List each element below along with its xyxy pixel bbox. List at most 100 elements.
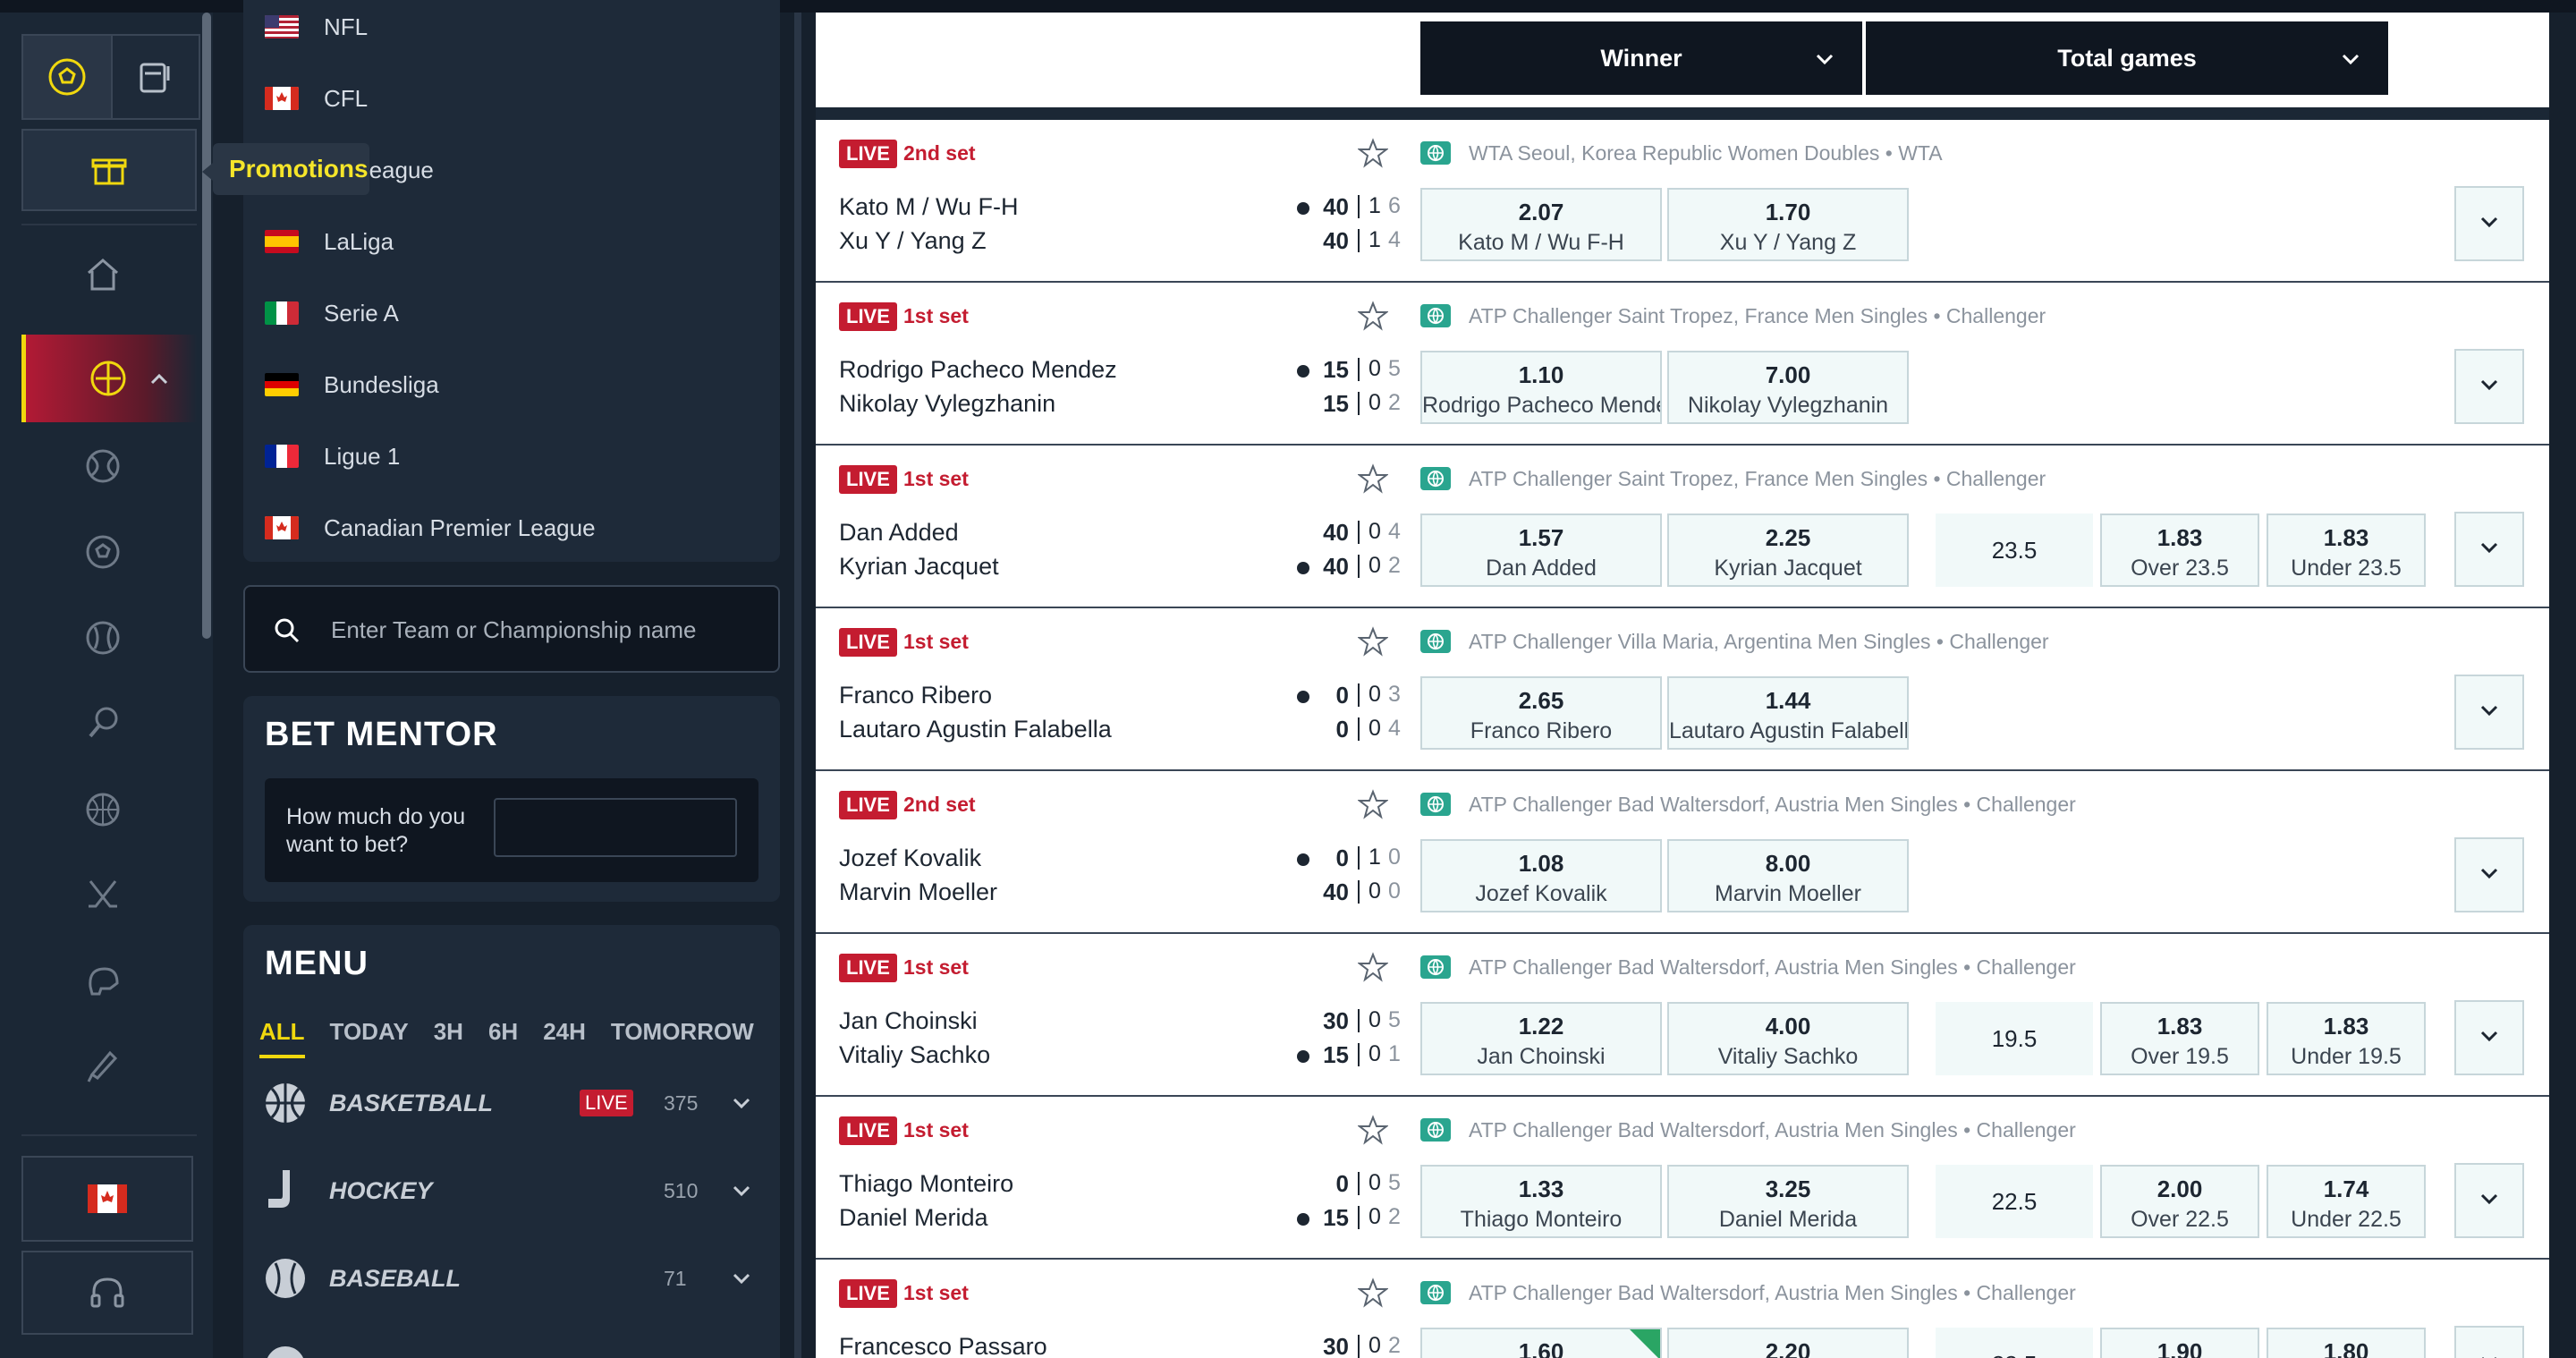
tab-24h[interactable]: 24H [543,1018,586,1045]
odds-button-team-2[interactable]: 1.70 Xu Y / Yang Z [1667,188,1909,261]
bet-amount-input[interactable] [494,798,737,857]
odds-button-team-2[interactable]: 7.00 Nikolay Vylegzhanin [1667,351,1909,424]
favorite-star-icon[interactable] [1357,463,1389,494]
expand-markets-button[interactable] [2454,512,2524,587]
total-line: 19.5 [1936,1002,2093,1075]
odds-button-team-1[interactable]: 1.10 Rodrigo Pacheco Mendez [1420,351,1662,424]
favorite-star-icon[interactable] [1357,952,1389,982]
odds-button-team-2[interactable]: 2.20 [1667,1328,1909,1358]
rail-sport-1[interactable] [80,444,125,488]
expand-markets-button[interactable] [2454,1326,2524,1358]
odds-button-team-2[interactable]: 4.00 Vitaliy Sachko [1667,1002,1909,1075]
search-input[interactable] [331,614,760,646]
expand-markets-button[interactable] [2454,675,2524,750]
rail-sport-6[interactable] [80,873,125,918]
italy-flag-icon [265,301,299,325]
odds-button-under[interactable]: 1.74 Under 22.5 [2267,1165,2426,1238]
odds-button-under[interactable]: 1.83 Under 19.5 [2267,1002,2426,1075]
favorite-star-icon[interactable] [1357,789,1389,819]
league-item-canadian-premier-league[interactable]: Canadian Premier League [265,510,596,546]
tab-tomorrow[interactable]: TOMORROW [610,1018,754,1045]
tab-today[interactable]: TODAY [329,1018,409,1045]
event-row: LIVE 1st set ATP Challenger Bad Waltersdor… [816,1260,2549,1358]
odds-button-team-1[interactable]: 1.57 Dan Added [1420,513,1662,587]
team-search [243,585,780,673]
market-select-total-games[interactable]: Total games [1866,21,2388,95]
live-badge: LIVE [580,1090,633,1116]
odds-label: Jozef Kovalik [1475,881,1607,906]
odds-button-over[interactable]: 1.83 Over 23.5 [2100,513,2259,587]
collapse-live-button[interactable] [147,361,172,397]
odds-button-under[interactable]: 1.80 [2267,1328,2426,1358]
odds-value: 1.90 [2157,1338,2203,1358]
chevron-down-icon [733,1098,750,1109]
favorite-star-icon[interactable] [1357,138,1389,168]
sport-item-hockey[interactable]: HOCKEY 510 [243,1150,780,1231]
expand-markets-button[interactable] [2454,1163,2524,1238]
rail-sport-4[interactable] [80,701,125,746]
rail-scrollbar[interactable] [202,13,211,639]
expand-markets-button[interactable] [2454,837,2524,912]
set-status: 1st set [903,955,969,979]
rail-sport-8[interactable] [80,1045,125,1090]
sport-item-basketball[interactable]: BASKETBALL LIVE 375 [243,1063,780,1143]
competition-name: ATP Challenger Bad Waltersdorf, Austria … [1469,1281,2076,1304]
chevron-down-icon [733,1185,750,1197]
league-item-nfl[interactable]: NFL [265,9,368,45]
league-name: Bundesliga [324,370,439,398]
odds-button-team-1[interactable]: 2.07 Kato M / Wu F-H [1420,188,1662,261]
odds-button-under[interactable]: 1.83 Under 23.5 [2267,513,2426,587]
odds-button-team-1[interactable]: 1.22 Jan Choinski [1420,1002,1662,1075]
expand-markets-button[interactable] [2454,1000,2524,1075]
serve-indicator [1297,1050,1309,1063]
event-row: LIVE 1st set ATP Challenger Bad Waltersdor… [816,1097,2549,1260]
league-name: LaLiga [324,227,394,255]
rail-sport-3[interactable] [80,615,125,660]
league-item-serie-a[interactable]: Serie A [265,295,399,331]
odds-button-team-1[interactable]: 2.65 Franco Ribero [1420,676,1662,750]
live-sports-button[interactable] [86,356,131,401]
favorite-star-icon[interactable] [1357,1277,1389,1308]
promotions-button[interactable] [21,129,197,211]
odds-button-team-1[interactable]: 1.08 Jozef Kovalik [1420,839,1662,912]
favorite-star-icon[interactable] [1357,626,1389,657]
rail-sport-2[interactable] [80,530,125,574]
league-item-cfl[interactable]: CFL [265,81,368,116]
odds-button-over[interactable]: 1.83 Over 19.5 [2100,1002,2259,1075]
odds-button-team-2[interactable]: 8.00 Marvin Moeller [1667,839,1909,912]
team-2-name: Daniel Merida [839,1204,988,1231]
country-select-button[interactable] [21,1156,193,1242]
sport-item-next[interactable] [243,1326,780,1358]
odds-button-over[interactable]: 2.00 Over 22.5 [2100,1165,2259,1238]
sport-item-baseball[interactable]: BASEBALL 71 [243,1238,780,1319]
odds-button-team-2[interactable]: 3.25 Daniel Merida [1667,1165,1909,1238]
sports-mode-button[interactable] [21,34,113,120]
expand-markets-button[interactable] [2454,349,2524,424]
odds-button-team-1[interactable]: 1.60Francesco Passaro [1420,1328,1662,1358]
league-item-laliga[interactable]: LaLiga [265,224,394,259]
odds-button-over[interactable]: 1.90 [2100,1328,2259,1358]
league-item-bundesliga[interactable]: Bundesliga [265,367,439,403]
menu-time-tabs: ALL TODAY 3H 6H 24H TOMORROW [259,1018,779,1058]
market-select-winner[interactable]: Winner [1420,21,1862,95]
header-divider [816,107,2549,120]
rail-sport-5[interactable] [80,787,125,832]
casino-mode-button[interactable] [111,34,200,120]
odds-button-team-2[interactable]: 2.25 Kyrian Jacquet [1667,513,1909,587]
tab-3h[interactable]: 3H [433,1018,463,1045]
favorite-star-icon[interactable] [1357,1115,1389,1145]
live-badge: LIVE [839,1116,897,1145]
odds-button-team-2[interactable]: 1.44 Lautaro Agustin Falabella [1667,676,1909,750]
support-button[interactable] [21,1251,193,1335]
home-button[interactable] [80,252,125,297]
odds-button-team-1[interactable]: 1.33 Thiago Monteiro [1420,1165,1662,1238]
favorite-star-icon[interactable] [1357,301,1389,331]
rail-sport-7[interactable] [80,959,125,1004]
tab-all[interactable]: ALL [259,1018,305,1058]
nav-scrollbar[interactable] [794,13,801,1358]
league-list: NFL CFL ier League LaLiga Serie A Bundes… [243,0,780,562]
league-item-ligue-1[interactable]: Ligue 1 [265,438,400,474]
tab-6h[interactable]: 6H [487,1018,519,1045]
team-2-name: Xu Y / Yang Z [839,227,987,254]
expand-markets-button[interactable] [2454,186,2524,261]
